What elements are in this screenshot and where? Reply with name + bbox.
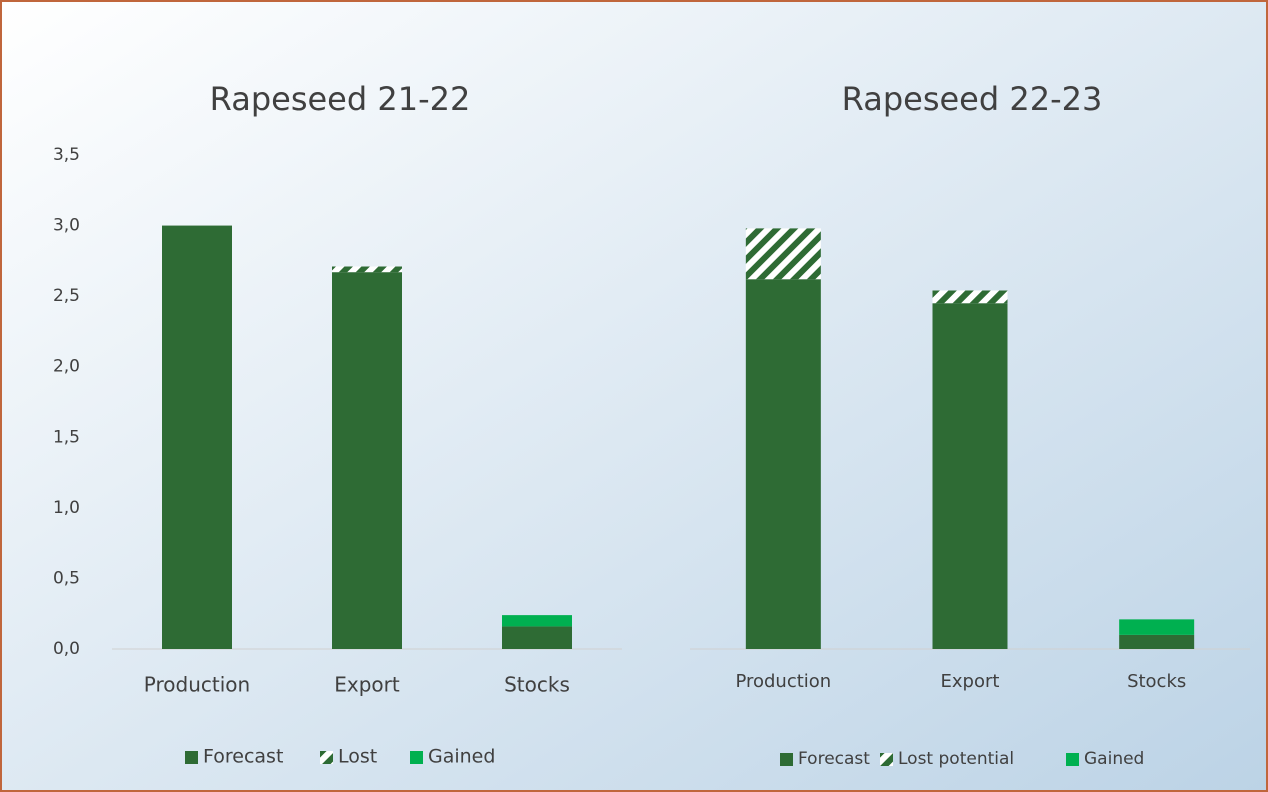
bar-segment: [332, 272, 402, 649]
x-tick-label: Export: [941, 671, 1000, 692]
bar-segment: [502, 626, 572, 649]
legend-label: Gained: [428, 746, 495, 768]
legend-marker: [320, 751, 333, 764]
chart: Rapeseed 22-23 Production Export Stocks Fore…: [690, 80, 1250, 769]
y-tick-label: 3,5: [53, 145, 80, 165]
bar-segment: [932, 290, 1008, 304]
bar-segment: [332, 266, 402, 273]
y-tick-label: 0,5: [53, 568, 80, 588]
bar-segment: [1119, 634, 1195, 649]
bar-segment: [502, 615, 572, 627]
bar-segment: [162, 225, 232, 650]
x-tick-label: Stocks: [1127, 671, 1186, 692]
y-tick-label: 0,0: [53, 639, 80, 659]
legend-marker: [410, 751, 423, 764]
legend-label: Gained: [1084, 749, 1144, 769]
chart: Rapeseed 21-22 0,0 0,5 1,0 1,5 2,0 2,5 3,0 3,5 Pr…: [53, 80, 622, 768]
y-tick-label: 1,0: [53, 498, 80, 518]
chart-title: Rapeseed 22-23: [842, 80, 1103, 118]
bar-segment: [745, 228, 821, 280]
legend-marker: [1066, 753, 1079, 766]
legend-marker: [880, 753, 893, 766]
bar-segment: [932, 303, 1008, 649]
x-tick-label: Stocks: [504, 673, 570, 697]
y-tick-label: 1,5: [53, 427, 80, 447]
chart-title: Rapeseed 21-22: [210, 80, 471, 118]
y-tick-label: 3,0: [53, 216, 80, 236]
bar-segment: [745, 279, 821, 649]
legend-label: Lost potential: [898, 749, 1014, 769]
legend-label: Forecast: [203, 746, 283, 768]
legend-label: Forecast: [798, 749, 870, 769]
x-tick-label: Production: [735, 671, 831, 692]
y-tick-label: 2,0: [53, 357, 80, 377]
x-tick-label: Export: [334, 673, 400, 697]
legend-marker: [185, 751, 198, 764]
y-tick-label: 2,5: [53, 286, 80, 306]
x-tick-label: Production: [144, 673, 250, 697]
legend-marker: [780, 753, 793, 766]
legend-label: Lost: [338, 746, 377, 768]
bar-segment: [1119, 619, 1195, 635]
